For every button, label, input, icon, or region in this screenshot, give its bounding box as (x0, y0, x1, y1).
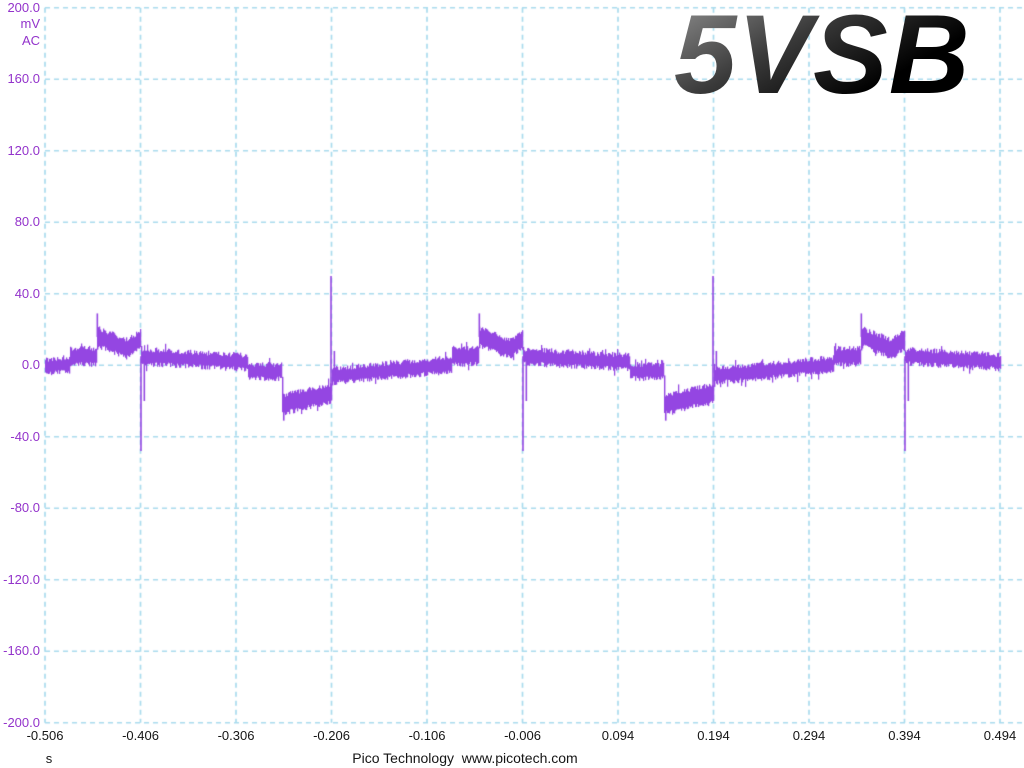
y-tick-label: 160.0 (7, 71, 40, 87)
x-tick-label: 0.394 (888, 728, 921, 743)
y-tick-label: 80.0 (14, 214, 40, 230)
x-tick-label: -0.206 (313, 728, 350, 743)
y-tick-label: 200.0 (7, 0, 40, 15)
x-tick-label: 0.294 (792, 728, 826, 743)
x-tick-label: -0.506 (26, 728, 64, 743)
footer-branding: Pico Technology www.picotech.com (352, 750, 578, 766)
y-axis-unit-ac: AC (21, 33, 40, 48)
y-tick-label: -40.0 (10, 428, 40, 444)
y-tick-label: 120.0 (7, 142, 40, 158)
logo-5vsb: 5VSB (674, 0, 971, 117)
y-tick-label: -200.0 (3, 714, 40, 730)
y-axis-unit-mv: mV (20, 16, 41, 31)
x-tick-label: 0.494 (983, 728, 1017, 743)
x-tick-label: -0.106 (408, 728, 446, 743)
x-tick-label: -0.306 (217, 728, 255, 743)
y-tick-label: -160.0 (3, 643, 40, 659)
x-tick-label: -0.006 (504, 728, 541, 743)
y-tick-label: 40.0 (14, 285, 40, 301)
x-tick-label: 0.094 (601, 728, 635, 743)
y-tick-label: 0.0 (21, 357, 40, 373)
y-tick-label: -120.0 (3, 571, 40, 587)
x-axis-unit-label: s (45, 751, 53, 766)
y-tick-label: -80.0 (10, 500, 40, 516)
x-tick-label: -0.406 (122, 728, 159, 743)
x-tick-label: 0.194 (697, 728, 730, 743)
